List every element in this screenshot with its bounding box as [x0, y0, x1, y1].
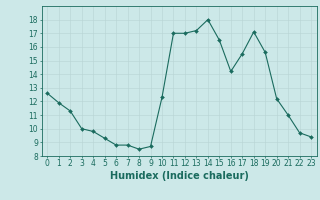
- X-axis label: Humidex (Indice chaleur): Humidex (Indice chaleur): [110, 171, 249, 181]
